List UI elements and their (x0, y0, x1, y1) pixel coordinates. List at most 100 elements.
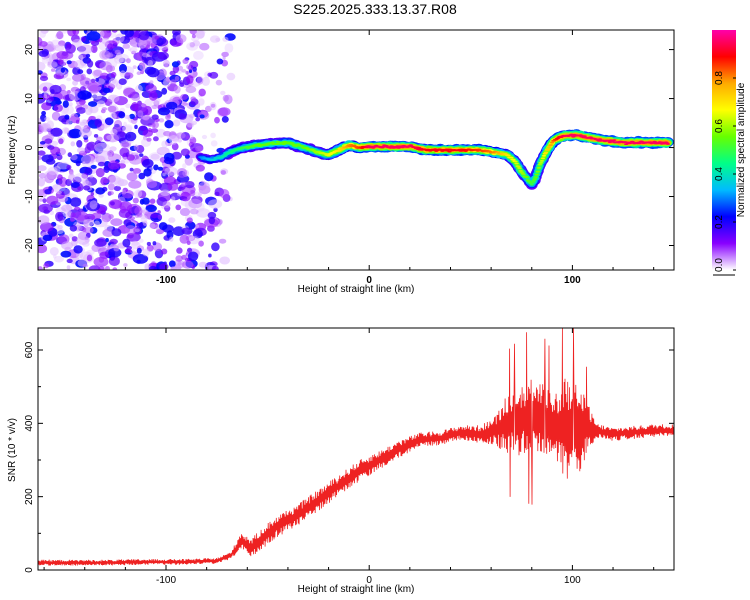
noise-blob (61, 241, 73, 250)
noise-blob (107, 94, 120, 103)
noise-blob (201, 76, 210, 86)
noise-blob (124, 248, 132, 254)
noise-blob (151, 104, 158, 110)
snr-frame (37, 327, 675, 571)
colorbar-tick-label: 0.8 (714, 71, 725, 85)
noise-blob (219, 256, 230, 265)
noise-blob (165, 76, 171, 82)
noise-blob (119, 70, 126, 78)
noise-blob (175, 34, 187, 44)
noise-blob (65, 44, 76, 54)
ridge-segment (540, 157, 546, 160)
noise-blob (94, 220, 100, 227)
noise-blob (138, 238, 144, 243)
noise-blob (178, 113, 187, 120)
noise-blob (70, 197, 82, 208)
noise-blob (181, 181, 187, 187)
noise-blob (210, 140, 218, 147)
noise-blob (38, 215, 50, 225)
noise-blob (99, 61, 112, 71)
noise-blob (172, 119, 181, 127)
snr-panel: -100 0 100 0 200 400 600 Height of straight li… (7, 327, 675, 595)
noise-blob (97, 161, 106, 167)
noise-blob (91, 116, 97, 121)
noise-blob (51, 68, 56, 72)
noise-blob (56, 190, 62, 195)
noise-blob (208, 199, 223, 209)
noise-blob (171, 142, 179, 151)
noise-blob (57, 174, 63, 181)
ridge-segment (300, 145, 305, 147)
ridge-segment (517, 167, 522, 170)
noise-blob (56, 30, 64, 40)
x-tick-label: -100 (156, 275, 176, 286)
noise-blob (215, 37, 221, 42)
noise-blob (122, 43, 130, 49)
noise-blob (131, 102, 139, 111)
noise-blob (69, 102, 73, 107)
noise-blob (164, 166, 178, 176)
noise-blob (123, 121, 127, 127)
noise-blob (107, 43, 114, 50)
noise-blob (90, 159, 94, 163)
noise-blob (93, 134, 99, 138)
noise-blob (107, 160, 121, 170)
noise-blob (66, 60, 72, 65)
noise-blob (38, 150, 46, 156)
noise-blob (182, 102, 188, 106)
noise-blob (100, 125, 108, 130)
noise-blob (224, 43, 234, 53)
noise-blob (132, 65, 137, 69)
noise-blob (90, 191, 95, 196)
ridge-segment (545, 148, 551, 151)
noise-blob (76, 107, 86, 114)
colorbar-gradient (712, 30, 736, 270)
noise-blob (49, 84, 62, 95)
noise-blob (87, 30, 91, 33)
noise-blob (90, 164, 97, 169)
noise-blob (105, 238, 109, 243)
colorbar-tick-label: 0.6 (714, 119, 725, 133)
noise-blob (142, 158, 154, 168)
noise-blob (118, 208, 131, 218)
noise-blob (46, 195, 59, 205)
noise-blob (50, 146, 61, 155)
noise-blob (42, 94, 51, 101)
noise-blob (196, 208, 211, 218)
noise-blob (145, 204, 157, 212)
noise-blob (142, 52, 148, 58)
noise-blob (95, 77, 99, 82)
noise-blob (222, 56, 226, 60)
noise-blob (95, 187, 106, 195)
noise-blob (180, 148, 190, 157)
ridge-segment (524, 176, 529, 179)
noise-blob (89, 200, 98, 210)
noise-blob (191, 33, 196, 39)
x-tick-label: 0 (366, 575, 372, 586)
noise-blob (179, 208, 191, 216)
noise-blob (199, 114, 205, 119)
noise-blob (57, 161, 70, 170)
noise-blob (61, 204, 73, 212)
noise-blob (115, 33, 125, 43)
noise-blob (163, 77, 171, 88)
noise-blob (77, 69, 84, 75)
noise-blob (216, 58, 224, 65)
noise-blob (132, 254, 149, 264)
spectrogram-marks (38, 30, 674, 270)
noise-blob (152, 241, 157, 246)
noise-blob (118, 78, 127, 85)
noise-blob (49, 247, 59, 256)
noise-blob (218, 219, 223, 225)
noise-blob (82, 180, 92, 188)
noise-blob (138, 38, 147, 49)
noise-blob (79, 127, 90, 134)
noise-blob (199, 42, 210, 51)
noise-blob (207, 211, 217, 219)
y-tick-label: 0 (24, 144, 35, 150)
noise-blob (154, 248, 164, 259)
noise-blob (142, 209, 149, 214)
noise-blob (64, 114, 70, 120)
noise-blob (161, 248, 168, 255)
noise-blob (146, 137, 152, 142)
